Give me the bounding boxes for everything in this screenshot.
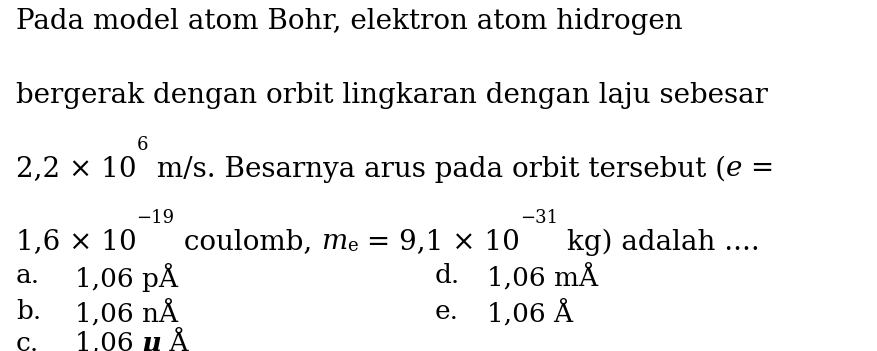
Text: coulomb,: coulomb, bbox=[175, 228, 320, 255]
Text: 6: 6 bbox=[136, 136, 147, 154]
Text: kg) adalah ....: kg) adalah .... bbox=[557, 228, 759, 256]
Text: d.: d. bbox=[434, 263, 460, 288]
Text: b.: b. bbox=[16, 299, 41, 324]
Text: μ: μ bbox=[141, 331, 160, 351]
Text: 1,06 Å: 1,06 Å bbox=[487, 299, 573, 326]
Text: bergerak dengan orbit lingkaran dengan laju sebesar: bergerak dengan orbit lingkaran dengan l… bbox=[16, 82, 766, 109]
Text: −19: −19 bbox=[137, 209, 175, 227]
Text: 1,06 nÅ: 1,06 nÅ bbox=[75, 299, 177, 326]
Text: e: e bbox=[725, 155, 741, 182]
Text: −31: −31 bbox=[519, 209, 557, 227]
Text: e: e bbox=[346, 237, 358, 255]
Text: e.: e. bbox=[434, 299, 458, 324]
Text: 1,06: 1,06 bbox=[75, 331, 141, 351]
Text: 1,6 × 10: 1,6 × 10 bbox=[16, 228, 137, 255]
Text: 1,06 pÅ: 1,06 pÅ bbox=[75, 263, 177, 292]
Text: 1,06 mÅ: 1,06 mÅ bbox=[487, 263, 598, 290]
Text: Å: Å bbox=[160, 331, 189, 351]
Text: c.: c. bbox=[16, 331, 39, 351]
Text: =: = bbox=[741, 155, 774, 182]
Text: m/s. Besarnya arus pada orbit tersebut (: m/s. Besarnya arus pada orbit tersebut ( bbox=[147, 155, 725, 183]
Text: a.: a. bbox=[16, 263, 39, 288]
Text: m: m bbox=[320, 228, 346, 255]
Text: Pada model atom Bohr, elektron atom hidrogen: Pada model atom Bohr, elektron atom hidr… bbox=[16, 8, 681, 35]
Text: 2,2 × 10: 2,2 × 10 bbox=[16, 155, 136, 182]
Text: = 9,1 × 10: = 9,1 × 10 bbox=[358, 228, 519, 255]
